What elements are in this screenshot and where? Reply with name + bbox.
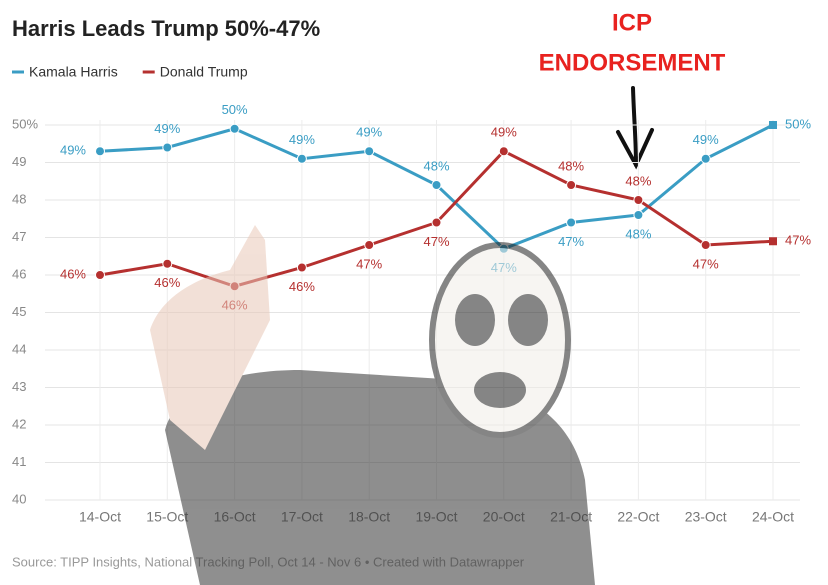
x-tick-label: 14-Oct [79, 509, 121, 525]
value-label: 49% [60, 143, 86, 158]
value-label: 46% [60, 266, 86, 281]
photo-overlay [150, 225, 595, 585]
point [769, 121, 777, 129]
y-tick-label: 50% [12, 116, 38, 131]
value-label: 50% [222, 102, 248, 117]
point [431, 217, 442, 228]
y-tick-label: 42 [12, 416, 26, 431]
y-tick-label: 46 [12, 266, 26, 281]
legend-label: Kamala Harris [29, 64, 118, 80]
point [162, 258, 173, 269]
x-tick-label: 24-Oct [752, 509, 794, 525]
value-label: 49% [693, 132, 719, 147]
y-tick-label: 47 [12, 229, 26, 244]
eye-paint [455, 294, 495, 346]
point [364, 146, 375, 157]
point [162, 142, 173, 153]
arrow [616, 86, 654, 170]
annotation: ICP [612, 9, 652, 36]
point [229, 123, 240, 134]
value-label: 47% [558, 234, 584, 249]
value-label: 49% [356, 125, 382, 140]
point [95, 146, 105, 157]
value-label: 48% [558, 158, 584, 173]
value-label: 46% [289, 279, 315, 294]
value-label: 48% [625, 226, 651, 241]
value-label: 47% [423, 234, 449, 249]
value-label: 47% [693, 256, 719, 271]
x-tick-label: 22-Oct [617, 509, 659, 525]
value-label: 49% [154, 121, 180, 136]
value-label: 46% [154, 275, 180, 290]
value-label: 47% [356, 256, 382, 271]
point [296, 153, 307, 164]
point [498, 146, 509, 157]
annotation: ENDORSEMENT [539, 49, 726, 76]
y-tick-label: 41 [12, 454, 26, 469]
value-label: 50% [785, 116, 811, 131]
hand [150, 225, 270, 450]
point [296, 262, 307, 273]
y-tick-label: 40 [12, 491, 26, 506]
y-tick-label: 45 [12, 304, 26, 319]
x-tick-label: 23-Oct [685, 509, 727, 525]
y-tick-label: 49 [12, 154, 26, 169]
point [431, 180, 442, 190]
point [700, 240, 711, 250]
x-tick-label: 15-Oct [146, 509, 188, 525]
point [566, 180, 577, 190]
chart-title: Harris Leads Trump 50%-47% [12, 16, 320, 41]
arrow-head [616, 128, 654, 170]
value-label: 48% [423, 158, 449, 173]
point [566, 217, 577, 228]
mouth-paint [474, 372, 526, 408]
point [95, 270, 105, 280]
legend-label: Donald Trump [160, 64, 248, 80]
point [364, 240, 375, 250]
point [633, 195, 644, 205]
value-label: 48% [625, 173, 651, 188]
y-tick-label: 44 [12, 341, 26, 356]
point [769, 237, 777, 246]
value-label: 47% [785, 233, 811, 248]
eye-paint [508, 294, 548, 346]
arrow-shaft [631, 86, 638, 167]
face [429, 242, 571, 438]
y-tick-label: 43 [12, 379, 26, 394]
value-label: 49% [491, 125, 517, 140]
value-label: 49% [289, 132, 315, 147]
y-tick-label: 48 [12, 191, 26, 206]
point [633, 210, 644, 220]
point [700, 153, 711, 164]
